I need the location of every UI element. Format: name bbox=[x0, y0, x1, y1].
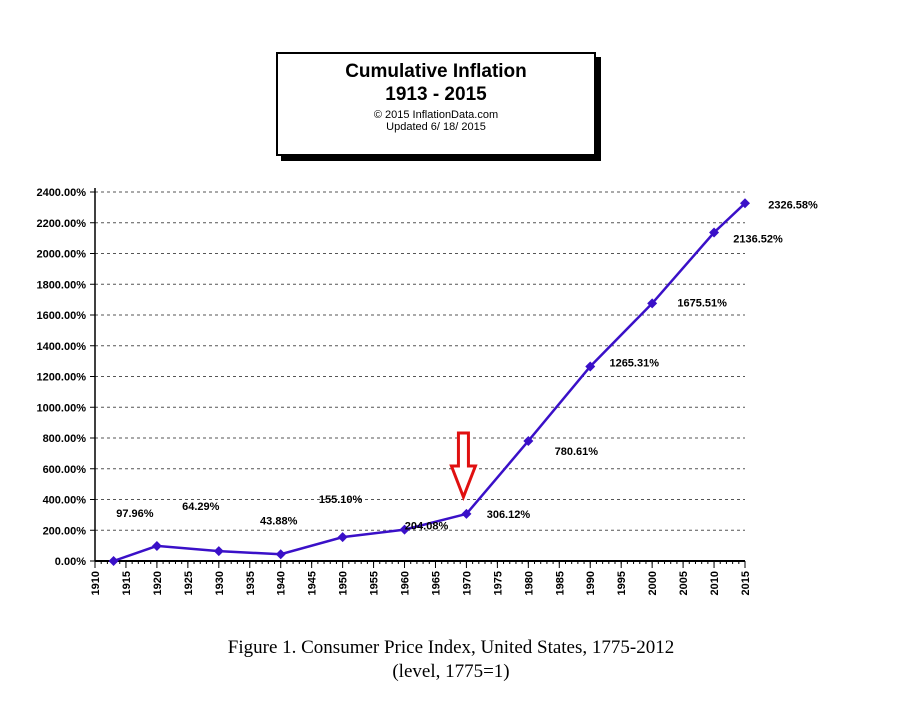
data-label: 97.96% bbox=[116, 508, 154, 520]
y-tick-label: 600.00% bbox=[43, 464, 87, 476]
data-point bbox=[647, 298, 658, 309]
x-tick-label: 1945 bbox=[307, 571, 319, 595]
y-tick-label: 1600.00% bbox=[36, 310, 86, 322]
data-label: 306.12% bbox=[487, 509, 531, 521]
data-point bbox=[151, 540, 162, 551]
x-tick-label: 1985 bbox=[554, 571, 566, 595]
data-label: 2326.58% bbox=[768, 199, 818, 211]
chart-subtitle: 1913 - 2015 bbox=[385, 84, 487, 105]
x-tick-label: 2000 bbox=[647, 571, 659, 595]
x-tick-label: 1995 bbox=[616, 571, 628, 595]
y-tick-label: 2200.00% bbox=[36, 218, 86, 230]
data-point bbox=[213, 546, 224, 557]
data-label: 1265.31% bbox=[609, 357, 659, 369]
caption-line-2: (level, 1775=1) bbox=[392, 661, 510, 682]
data-label: 2136.52% bbox=[733, 234, 783, 246]
y-tick-label: 1800.00% bbox=[36, 279, 86, 291]
red-arrow-annotation bbox=[449, 431, 478, 502]
chart-title-box: Cumulative Inflation 1913 - 2015 © 2015 … bbox=[276, 52, 596, 156]
x-tick-label: 1925 bbox=[183, 571, 195, 595]
x-tick-label: 1990 bbox=[585, 571, 597, 595]
x-tick-label: 1960 bbox=[400, 571, 412, 595]
data-label: 155.10% bbox=[319, 494, 363, 506]
x-tick-label: 1910 bbox=[90, 571, 102, 595]
x-tick-label: 1940 bbox=[276, 571, 288, 595]
data-point bbox=[523, 435, 534, 446]
data-point bbox=[108, 556, 119, 566]
y-tick-label: 1000.00% bbox=[36, 402, 86, 414]
x-tick-label: 1915 bbox=[121, 571, 133, 595]
data-point bbox=[337, 532, 348, 543]
x-tick-label: 1970 bbox=[461, 571, 473, 595]
caption-line-1: Figure 1. Consumer Price Index, United S… bbox=[227, 637, 675, 658]
chart-title: Cumulative Inflation bbox=[345, 61, 527, 82]
x-tick-label: 2010 bbox=[709, 571, 721, 595]
figure-caption: Figure 1. Consumer Price Index, United S… bbox=[0, 636, 902, 684]
copyright-text: © 2015 InflationData.com bbox=[373, 109, 499, 121]
updated-text: Updated 6/ 18/ 2015 bbox=[386, 121, 486, 133]
data-label: 43.88% bbox=[260, 515, 298, 527]
y-tick-label: 1400.00% bbox=[36, 341, 86, 353]
data-point bbox=[709, 227, 720, 238]
y-tick-label: 2000.00% bbox=[36, 249, 86, 261]
data-label: 64.29% bbox=[182, 501, 220, 513]
data-point bbox=[740, 198, 750, 209]
x-tick-label: 2015 bbox=[740, 571, 752, 595]
x-tick-label: 2005 bbox=[678, 571, 690, 595]
data-label: 204.08% bbox=[405, 521, 449, 533]
x-tick-label: 1935 bbox=[245, 571, 257, 595]
y-tick-label: 0.00% bbox=[55, 556, 86, 568]
x-tick-label: 1955 bbox=[369, 571, 381, 595]
y-tick-label: 200.00% bbox=[43, 525, 87, 537]
y-tick-label: 1200.00% bbox=[36, 372, 86, 384]
y-tick-label: 800.00% bbox=[43, 433, 87, 445]
data-point bbox=[275, 549, 286, 560]
inflation-line-chart: 0.00% 200.00% 400.00% 600.00% 800.00% 1000.00… bbox=[36, 187, 818, 595]
y-tick-label: 400.00% bbox=[43, 495, 87, 507]
x-tick-label: 1930 bbox=[214, 571, 226, 595]
data-point bbox=[399, 524, 410, 535]
series-line bbox=[113, 202, 746, 563]
y-tick-label: 2400.00% bbox=[36, 187, 86, 199]
data-label: 780.61% bbox=[555, 446, 599, 458]
x-tick-label: 1980 bbox=[523, 571, 535, 595]
x-tick-label: 1965 bbox=[430, 571, 442, 595]
data-point bbox=[461, 508, 472, 519]
x-tick-label: 1950 bbox=[338, 571, 350, 595]
data-label: 1675.51% bbox=[677, 297, 727, 309]
x-tick-label: 1975 bbox=[492, 571, 504, 595]
data-point bbox=[585, 361, 596, 372]
x-tick-label: 1920 bbox=[152, 571, 164, 595]
